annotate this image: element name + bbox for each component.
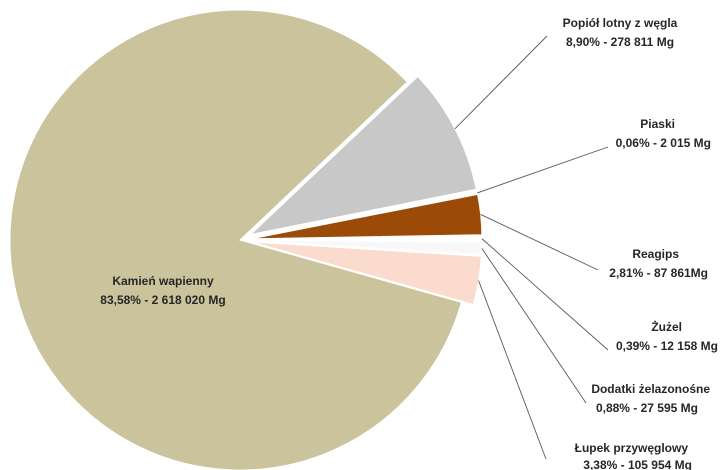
leader-line-lupek	[478, 280, 547, 460]
label-name-zuzel: Żużel	[651, 319, 682, 334]
slice-labels: Popiół lotny z węgla 8,90% - 278 811 Mg …	[100, 16, 718, 470]
leader-line-zuzel	[481, 238, 609, 351]
label-name-popiol: Popiół lotny z węgla	[563, 16, 678, 30]
label-value-dodatki: 0,88% - 27 595 Mg	[596, 401, 698, 415]
label-name-piaski: Piaski	[640, 117, 675, 131]
slice-dodatki	[251, 239, 483, 256]
leader-line-dodatki	[481, 248, 587, 404]
pie-slices	[9, 9, 483, 470]
label-value-zuzel: 0,39% - 12 158 Mg	[616, 339, 718, 353]
label-name-kamien: Kamień wapienny	[112, 274, 214, 288]
leader-line-reagips	[480, 214, 599, 271]
label-value-piaski: 0,06% - 2 015 Mg	[616, 136, 711, 150]
label-value-kamien: 83,58% - 2 618 020 Mg	[100, 293, 225, 307]
label-value-popiol: 8,90% - 278 811 Mg	[566, 35, 674, 49]
label-name-dodatki: Dodatki żelazonośne	[591, 382, 710, 396]
leader-line-piaski	[477, 146, 609, 194]
slice-popiol	[249, 75, 477, 236]
label-name-reagips: Reagips	[632, 247, 679, 261]
leader-lines	[454, 35, 609, 460]
slice-kamien	[9, 9, 462, 470]
label-value-reagips: 2,81% - 87 861Mg	[609, 266, 708, 280]
leader-line-popiol	[454, 35, 548, 130]
label-value-lupek: 3,38% - 105 954 Mg	[583, 458, 692, 470]
label-name-lupek: Łupek przywęglowy	[575, 441, 689, 455]
